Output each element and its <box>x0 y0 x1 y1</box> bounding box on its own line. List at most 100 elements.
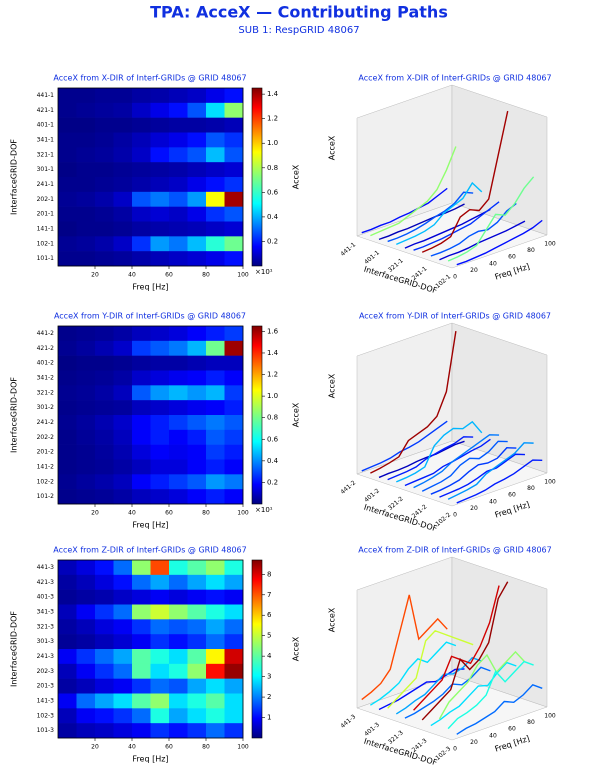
heatmap-cell <box>58 177 77 193</box>
colorbar-tick-label: 0.2 <box>267 237 278 245</box>
heatmap-cell <box>95 560 114 576</box>
heatmap-cell <box>169 474 188 490</box>
heatmap-cell <box>132 162 151 178</box>
heatmap-cell <box>58 708 77 724</box>
heatmap-cell <box>95 415 114 431</box>
heatmap-cell <box>150 326 170 342</box>
x-tick-label: 100 <box>237 510 249 517</box>
heatmap-cell <box>206 459 225 475</box>
heatmap-cell <box>113 634 133 650</box>
heatmap-cell <box>113 474 133 490</box>
heatmap-cell <box>113 489 133 505</box>
heatmap-cell <box>206 474 225 490</box>
heatmap-cell <box>150 191 170 207</box>
heatmap-cell <box>187 88 207 104</box>
y-tick-label: 101-2 <box>37 493 55 500</box>
heatmap-cell <box>206 678 225 694</box>
heatmap-cell <box>58 88 77 104</box>
heatmap-cell <box>150 236 170 252</box>
heatmap-cell <box>76 489 96 505</box>
colorbar-tick-label: 1.6 <box>267 327 279 335</box>
heatmap-cell <box>169 206 188 222</box>
x-axis-label: Freq [Hz] <box>132 521 168 530</box>
heatmap-cell <box>113 400 133 416</box>
heatmap-cell <box>187 385 207 401</box>
heatmap-cell <box>113 663 133 679</box>
heatmap-cell <box>58 649 77 665</box>
heatmap-cell <box>150 589 170 605</box>
colorbar-tick-label: 1 <box>267 714 271 722</box>
heatmap-cell <box>150 88 170 104</box>
colorbar-tick-label: 8 <box>267 570 271 578</box>
heatmap-cell <box>113 459 133 475</box>
heatmap-cell <box>224 678 244 694</box>
heatmap-cell <box>224 102 244 118</box>
surface-x-tick-label: 40 <box>489 260 497 267</box>
heatmap-cell <box>224 400 244 416</box>
heatmap-cell <box>113 162 133 178</box>
heatmap-cell <box>206 723 225 739</box>
heatmap-cell <box>224 221 244 237</box>
heatmap-cell <box>224 355 244 371</box>
surface-x-tick-label: 60 <box>508 726 516 733</box>
heatmap-cell <box>224 619 244 635</box>
heatmap-cell <box>58 162 77 178</box>
colorbar-tick-label: 1.0 <box>267 139 278 147</box>
heatmap-cell <box>150 723 170 739</box>
heatmap-cell <box>113 693 133 709</box>
heatmap-cell <box>206 400 225 416</box>
heatmap-cell <box>58 206 77 222</box>
heatmap-cell <box>95 236 114 252</box>
heatmap-cell <box>150 604 170 620</box>
colorbar-offset-label: ×10¹ <box>255 506 273 514</box>
y-tick-label: 202-3 <box>37 668 55 675</box>
heatmap-cell <box>76 415 96 431</box>
surface-x-tick-label: 60 <box>508 254 516 261</box>
heatmap-cell <box>187 132 207 148</box>
heatmap-cell <box>76 474 96 490</box>
heatmap-cell <box>206 634 225 650</box>
heatmap-cell <box>224 589 244 605</box>
heatmap-cell <box>113 370 133 386</box>
heatmap-cell <box>95 400 114 416</box>
surface-x-tick-label: 0 <box>453 512 457 519</box>
heatmap-cell <box>132 574 151 590</box>
y-tick-label: 241-2 <box>37 419 55 426</box>
x-tick-label: 80 <box>202 744 210 751</box>
plot-frame <box>57 87 244 267</box>
colorbar-tick-label: 0.8 <box>267 164 278 172</box>
heatmap-cell <box>58 619 77 635</box>
colorbar-tick-label: 1.2 <box>267 371 278 379</box>
surface-x-tick-label: 40 <box>489 732 497 739</box>
heatmap-cell <box>150 177 170 193</box>
heatmap-cell <box>187 604 207 620</box>
colorbar-tick-label: 1.4 <box>267 349 279 357</box>
surface-line <box>430 202 517 257</box>
heatmap-cell <box>224 340 244 356</box>
heatmap-cell <box>187 663 207 679</box>
heatmap-cell <box>95 619 114 635</box>
heatmap-cell <box>187 619 207 635</box>
heatmap-cell <box>206 132 225 148</box>
surface-line <box>387 191 474 243</box>
y-tick-label: 401-2 <box>37 360 55 367</box>
heatmap-cell <box>132 88 151 104</box>
heatmap-cell <box>150 132 170 148</box>
heatmap-cell <box>132 355 151 371</box>
heatmap-cell <box>58 634 77 650</box>
heatmap-cell <box>132 191 151 207</box>
heatmap-cell <box>113 340 133 356</box>
heatmap-cell <box>224 370 244 386</box>
surface-x-tick-label: 0 <box>453 274 457 281</box>
heatmap-cell <box>95 340 114 356</box>
heatmap-cell <box>150 678 170 694</box>
heatmap-cell <box>206 444 225 460</box>
heatmap-cell <box>95 326 114 342</box>
heatmap-cell <box>169 117 188 133</box>
heatmap-cell <box>58 326 77 342</box>
heatmap-cell <box>76 429 96 445</box>
heatmap-cell <box>132 634 151 650</box>
y-tick-label: 202-1 <box>37 196 55 203</box>
heatmap-cell <box>169 634 188 650</box>
heatmap-cell <box>95 177 114 193</box>
